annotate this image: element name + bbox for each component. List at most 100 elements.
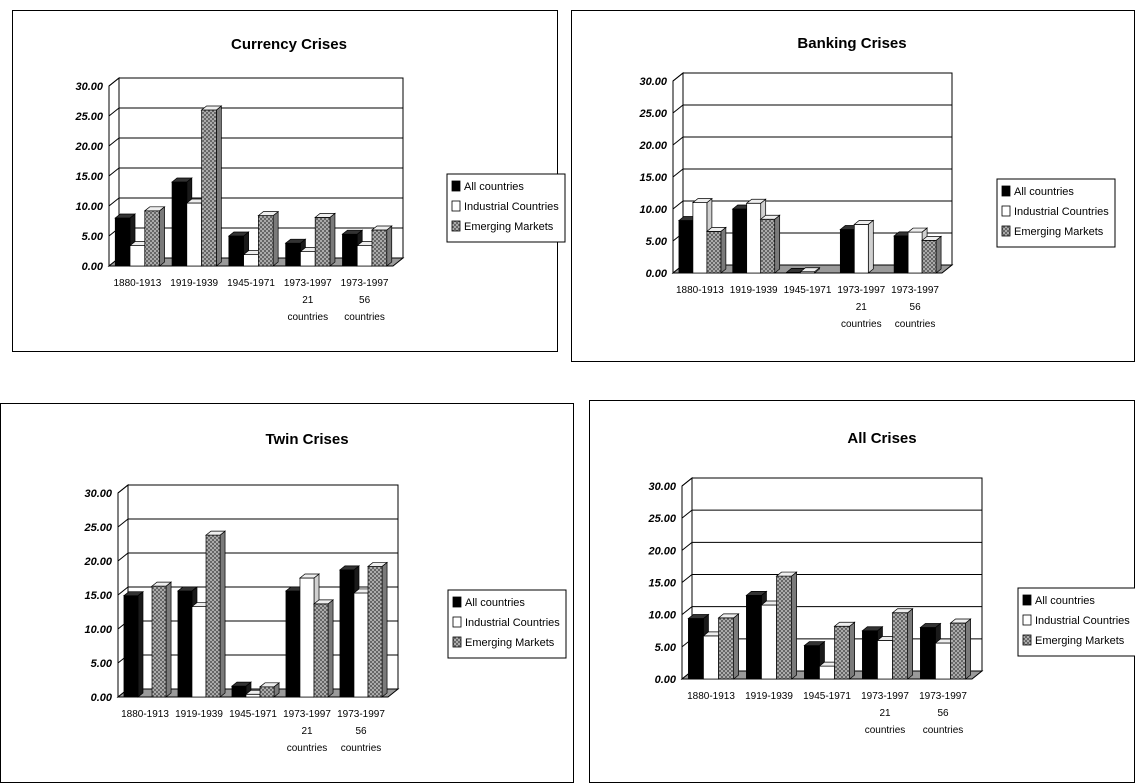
- y-tick-label: 30.00: [84, 488, 112, 500]
- x-tick-label: 1945-1971: [229, 709, 277, 720]
- bar-emerging-markets: [717, 613, 740, 680]
- y-tick-label: 15.00: [84, 590, 112, 602]
- legend-swatch-all-countries: [451, 180, 461, 192]
- y-tick-label: 30.00: [639, 76, 667, 88]
- legend-swatch-all-countries: [1001, 185, 1011, 197]
- legend: All countries Industrial Countries Emergin…: [447, 589, 567, 659]
- gridline: [117, 552, 398, 562]
- y-tick-label: 10.00: [84, 624, 112, 636]
- legend-label-all-countries: All countries: [1014, 186, 1074, 198]
- y-tick-label: 30.00: [648, 481, 676, 493]
- x-tick-label: 1973-1997 56 countries: [337, 709, 385, 754]
- x-tick-label: 1919-1939: [175, 709, 223, 720]
- y-tick-label: 15.00: [75, 171, 103, 183]
- gridline: [681, 509, 982, 519]
- y-tick-label: 25.00: [74, 111, 103, 123]
- legend-label-industrial-countries: Industrial Countries: [465, 617, 560, 629]
- bar-emerging-markets: [370, 225, 393, 267]
- legend-label-all-countries: All countries: [464, 181, 524, 193]
- gridline: [672, 72, 952, 82]
- y-tick-label: 15.00: [648, 578, 676, 590]
- y-tick-label: 25.00: [638, 108, 667, 120]
- legend-swatch-emerging-markets: [451, 220, 461, 232]
- bar-emerging-markets: [259, 682, 281, 698]
- x-tick-label: 1973-1997 56 countries: [891, 285, 939, 330]
- legend: All countries Industrial Countries Emergin…: [446, 173, 566, 243]
- gridline: [672, 136, 952, 146]
- bar-all-countries: [227, 231, 250, 267]
- gridline: [108, 107, 403, 117]
- y-tick-label: 10.00: [639, 204, 667, 216]
- legend-label-industrial-countries: Industrial Countries: [464, 201, 559, 213]
- legend-label-all-countries: All countries: [465, 597, 525, 609]
- bar-emerging-markets: [921, 235, 943, 274]
- y-tick-label: 10.00: [75, 201, 103, 213]
- bar-emerging-markets: [313, 599, 335, 698]
- legend-label-industrial-countries: Industrial Countries: [1035, 615, 1130, 627]
- x-tick-label: 1945-1971: [803, 691, 851, 702]
- x-tick-label: 1945-1971: [784, 285, 832, 296]
- bar-emerging-markets: [775, 571, 798, 680]
- x-tick-label: 1880-1913: [113, 278, 161, 289]
- gridline: [108, 77, 403, 87]
- x-tick-label: 1919-1939: [170, 278, 218, 289]
- y-tick-label: 5.00: [91, 658, 113, 670]
- chart-title: Banking Crises: [797, 35, 906, 52]
- y-tick-label: 15.00: [639, 172, 667, 184]
- y-tick-label: 20.00: [83, 556, 112, 568]
- x-tick-label: 1973-1997 21 countries: [284, 278, 332, 323]
- y-tick-label: 5.00: [655, 642, 677, 654]
- x-tick-label: 1919-1939: [730, 285, 778, 296]
- chart-currency-crises: Currency Crises 0.00 5.00 10.00 15.00 20.00 25…: [74, 36, 566, 323]
- legend-swatch-industrial-countries: [451, 200, 461, 212]
- y-tick-label: 0.00: [91, 692, 113, 704]
- legend-label-emerging-markets: Emerging Markets: [1035, 635, 1125, 647]
- x-tick-label: 1880-1913: [676, 285, 724, 296]
- legend-label-industrial-countries: Industrial Countries: [1014, 206, 1109, 218]
- gridline: [108, 197, 403, 207]
- y-tick-label: 0.00: [82, 261, 104, 273]
- x-tick-label: 1945-1971: [227, 278, 275, 289]
- bar-emerging-markets: [200, 105, 223, 267]
- legend-swatch-emerging-markets: [452, 636, 462, 648]
- legend-swatch-industrial-countries: [452, 616, 462, 628]
- bar-industrial-countries: [853, 219, 875, 274]
- y-tick-label: 5.00: [82, 231, 104, 243]
- gridline: [117, 484, 398, 494]
- y-tick-label: 25.00: [83, 522, 112, 534]
- legend-swatch-emerging-markets: [1001, 225, 1011, 237]
- bar-all-countries: [122, 590, 144, 698]
- legend: All countries Industrial Countries Emergin…: [1017, 587, 1135, 657]
- legend-swatch-industrial-countries: [1022, 614, 1032, 626]
- bar-emerging-markets: [949, 618, 972, 680]
- bar-emerging-markets: [143, 206, 166, 267]
- legend-label-emerging-markets: Emerging Markets: [1014, 226, 1104, 238]
- legend-swatch-all-countries: [452, 596, 462, 608]
- x-tick-label: 1973-1997 21 countries: [283, 709, 331, 754]
- legend: All countries Industrial Countries Emergin…: [996, 178, 1116, 248]
- gridline: [672, 168, 952, 178]
- y-tick-label: 5.00: [646, 236, 668, 248]
- legend-label-emerging-markets: Emerging Markets: [464, 221, 554, 233]
- y-tick-label: 30.00: [75, 81, 103, 93]
- chart-twin-crises: Twin Crises 0.00 5.00 10.00 15.00 20.00 25.00 3…: [83, 431, 567, 754]
- gridline: [681, 541, 982, 551]
- gridline: [117, 518, 398, 528]
- chart-title: Currency Crises: [231, 36, 347, 53]
- x-tick-label: 1973-1997 21 countries: [861, 691, 909, 736]
- chart-panel-banking-crises: Banking Crises 0.00 5.00 10.00 15.00 20.00 25.…: [571, 10, 1135, 362]
- chart-title: All Crises: [847, 430, 916, 447]
- gridline: [681, 574, 982, 583]
- x-tick-label: 1973-1997 56 countries: [341, 278, 389, 323]
- chart-all-crises: All Crises 0.00 5.00 10.00 15.00 20.00 25.00 30…: [647, 430, 1135, 736]
- y-tick-label: 25.00: [647, 513, 676, 525]
- gridline: [681, 477, 982, 487]
- bar-emerging-markets: [151, 581, 173, 698]
- bar-emerging-markets: [833, 621, 856, 680]
- chart-panel-twin-crises: Twin Crises 0.00 5.00 10.00 15.00 20.00 25.00 3…: [0, 403, 574, 783]
- y-tick-label: 20.00: [638, 140, 667, 152]
- legend-label-emerging-markets: Emerging Markets: [465, 637, 555, 649]
- legend-swatch-emerging-markets: [1022, 634, 1032, 646]
- x-tick-label: 1919-1939: [745, 691, 793, 702]
- chart-panel-currency-crises: Currency Crises 0.00 5.00 10.00 15.00 20.00 25…: [12, 10, 566, 352]
